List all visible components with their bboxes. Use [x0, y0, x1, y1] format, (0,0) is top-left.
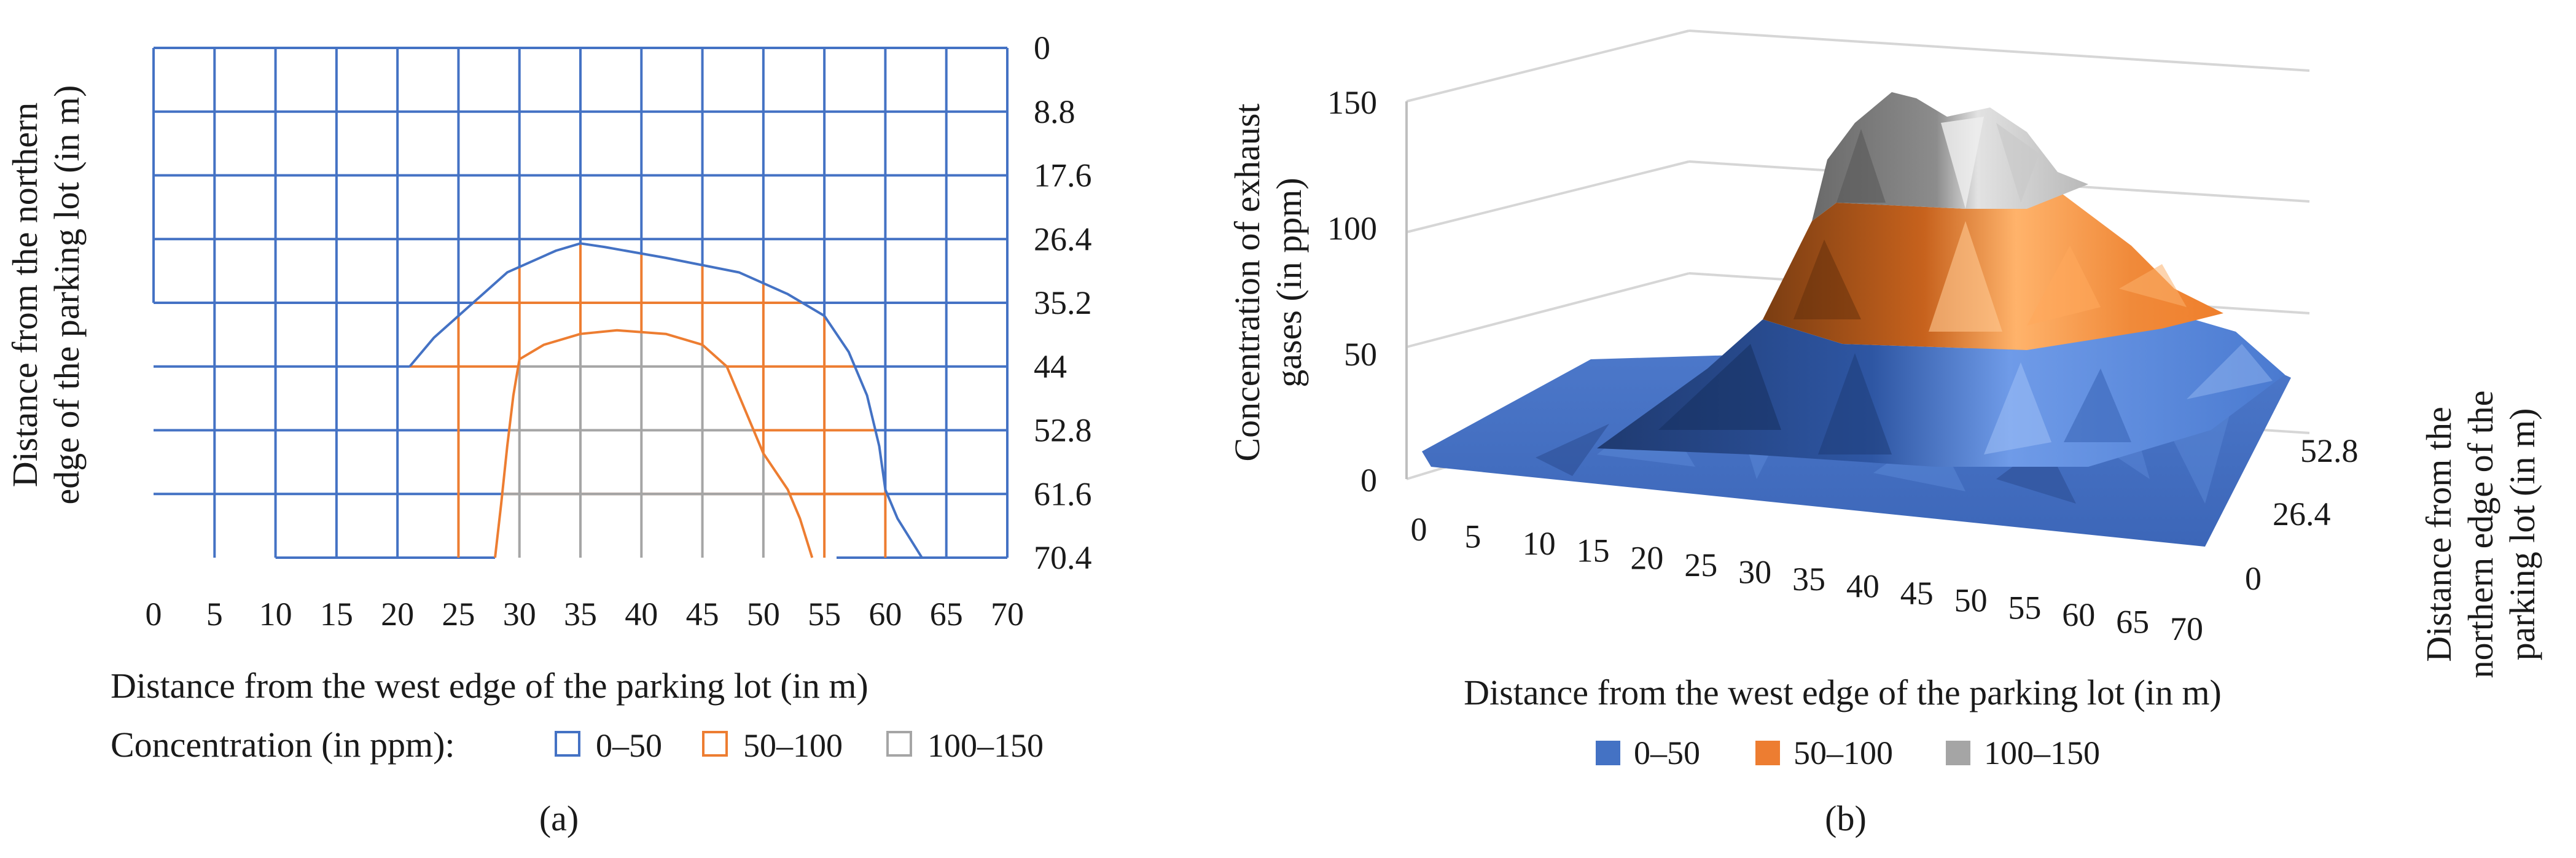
legend-label: 0–50 — [1634, 735, 1700, 771]
x-tick-labels: 0 5 10 15 20 25 30 35 40 45 50 55 60 65 70 — [146, 596, 1025, 633]
x-axis-label: Distance from the west edge of the parki… — [111, 666, 868, 706]
value-tick-label: 0 — [1360, 462, 1377, 499]
legend-label: 0–50 — [596, 727, 662, 764]
legend-swatch — [886, 731, 912, 757]
x-tick-label: 10 — [259, 596, 292, 633]
y-tick-label: 0 — [1034, 29, 1050, 66]
value-axis-label-line1: Concentration of exhaust — [1227, 103, 1267, 461]
y-tick-label: 26.4 — [1034, 220, 1092, 257]
x-axis-label: Distance from the west edge of the parki… — [1464, 673, 2222, 712]
legend-item: 0–50 — [555, 727, 662, 764]
legend-swatch — [1596, 741, 1620, 765]
y-tick-label: 35.2 — [1034, 284, 1092, 321]
orange-band-facets — [1793, 221, 2187, 332]
value-axis-label-line2: gases (in ppm) — [1269, 177, 1309, 388]
contour-100 — [494, 329, 814, 558]
y-axis-label-line1: Distance from the northern — [5, 103, 45, 488]
contour-grid — [152, 47, 1009, 559]
value-tick-label: 100 — [1327, 210, 1377, 247]
x-tick-label: 70 — [991, 596, 1024, 633]
x-tick-label: 15 — [320, 596, 353, 633]
x-tick-label: 20 — [1630, 539, 1663, 576]
x-tick-label: 45 — [686, 596, 719, 633]
x-tick-label: 65 — [930, 596, 963, 633]
value-tick-label: 150 — [1327, 84, 1377, 121]
depth-axis-label-line3: parking lot (in m) — [2502, 408, 2542, 661]
legend-swatch — [555, 731, 580, 757]
legend-swatch — [1755, 741, 1780, 765]
blue-band-facets — [1658, 344, 2273, 454]
depth-axis-label-line2: northern edge of the — [2461, 391, 2500, 679]
depth-tick-label: 52.8 — [2300, 432, 2359, 469]
legend-label: 50–100 — [743, 727, 843, 764]
x-tick-label: 50 — [1954, 582, 1988, 619]
y-tick-label: 61.6 — [1034, 475, 1092, 512]
x-tick-label: 25 — [442, 596, 475, 633]
x-tick-label: 60 — [868, 596, 902, 633]
surface-band-50-100 — [1763, 190, 2223, 350]
z-value-tick-labels: 0 50 100 150 — [1327, 84, 1377, 499]
legend-item: 50–100 — [702, 727, 843, 764]
x-tick-label: 35 — [1792, 561, 1825, 598]
depth-axis-label-line1: Distance from the — [2419, 407, 2459, 662]
x-tick-label: 5 — [206, 596, 223, 633]
x-tick-label: 65 — [2116, 603, 2149, 640]
grey-band-facets — [1836, 117, 2039, 209]
x-tick-label: 55 — [808, 596, 841, 633]
legend-item: 50–100 — [1755, 735, 1893, 771]
x-tick-label: 50 — [747, 596, 780, 633]
x-tick-label: 30 — [503, 596, 536, 633]
x-tick-label: 25 — [1684, 547, 1717, 583]
legend: Concentration (in ppm): 0–50 50–100 100–15… — [111, 725, 1044, 765]
legend-swatch — [702, 731, 728, 757]
depth-tick-label: 26.4 — [2273, 496, 2331, 532]
y-axis-label-line2: edge of the parking lot (in m) — [47, 85, 87, 505]
x-tick-label: 15 — [1577, 532, 1610, 569]
x-tick-label: 60 — [2062, 596, 2095, 633]
legend-item: 100–150 — [1946, 735, 2100, 771]
x-tick-label: 0 — [146, 596, 162, 633]
y-tick-label: 70.4 — [1034, 539, 1092, 576]
x-tick-label: 35 — [564, 596, 597, 633]
legend-label: 100–150 — [927, 727, 1044, 764]
depth-tick-labels: 0 26.4 52.8 — [2245, 432, 2359, 597]
contour-lines — [408, 242, 923, 559]
contour-50 — [408, 242, 923, 559]
legend-label: 50–100 — [1793, 735, 1893, 771]
x-tick-label: 45 — [1900, 575, 1934, 612]
y-tick-label: 8.8 — [1034, 93, 1075, 130]
legend: 0–50 50–100 100–150 — [1596, 735, 2100, 771]
x-tick-labels: 0 5 10 15 20 25 30 35 40 45 50 55 60 65 70 — [1411, 511, 2204, 647]
legend-label: 100–150 — [1984, 735, 2100, 771]
legend-item: 0–50 — [1596, 735, 1700, 771]
y-tick-label: 52.8 — [1034, 412, 1092, 449]
x-tick-label: 40 — [1846, 568, 1879, 605]
value-tick-label: 50 — [1344, 336, 1377, 373]
x-tick-label: 70 — [2170, 610, 2203, 647]
y-tick-labels: 0 8.8 17.6 26.4 35.2 44 52.8 61.6 70.4 — [1034, 29, 1092, 576]
panel-label-a: (a) — [539, 798, 579, 838]
x-tick-label: 5 — [1464, 518, 1481, 555]
panel-label-b: (b) — [1825, 798, 1867, 838]
depth-tick-label: 0 — [2245, 560, 2262, 597]
y-tick-label: 44 — [1034, 348, 1067, 385]
legend-swatch — [1946, 741, 1970, 765]
panel-a: 0 5 10 15 20 25 30 35 40 45 50 55 60 65 70 0 8.8 17.6 26.… — [5, 29, 1092, 838]
x-tick-label: 55 — [2008, 589, 2041, 626]
x-tick-label: 30 — [1738, 553, 1771, 590]
legend-title: Concentration (in ppm): — [111, 725, 455, 765]
x-tick-label: 10 — [1523, 525, 1556, 562]
x-tick-label: 0 — [1411, 511, 1427, 548]
legend-item: 100–150 — [886, 727, 1044, 764]
x-tick-label: 40 — [625, 596, 658, 633]
y-tick-label: 17.6 — [1034, 157, 1092, 194]
x-tick-label: 20 — [381, 596, 414, 633]
